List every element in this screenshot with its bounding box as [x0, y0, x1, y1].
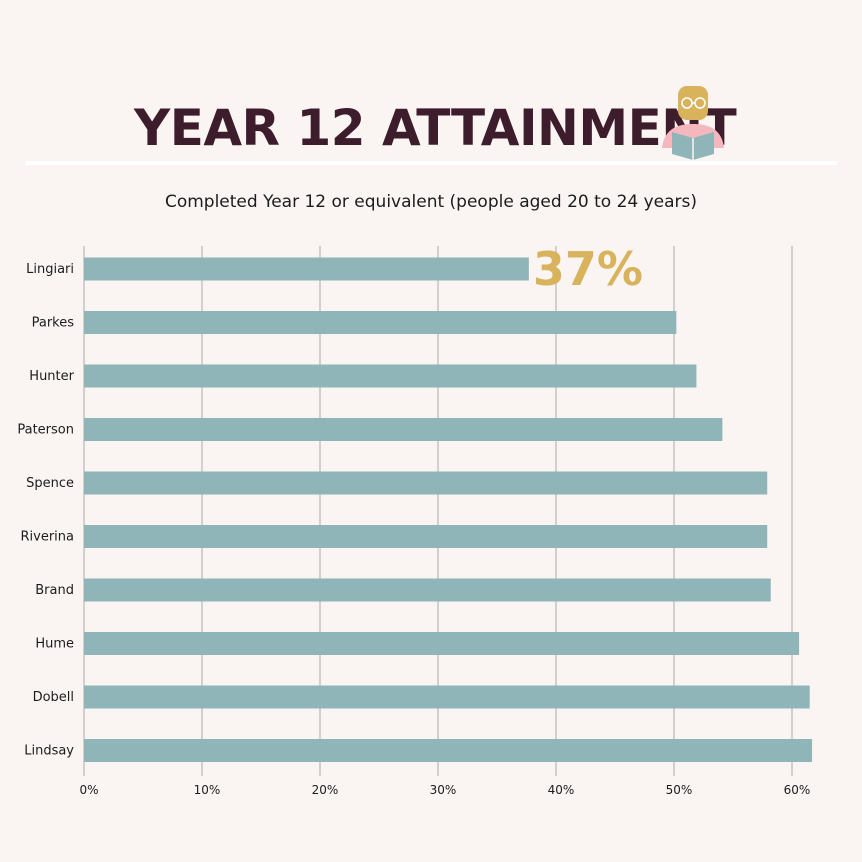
bar — [84, 525, 768, 548]
bar — [84, 685, 810, 709]
category-label: Riverina — [21, 530, 75, 545]
bar — [84, 418, 723, 441]
category-label: Lingiari — [26, 262, 74, 277]
x-tick-label: 40% — [548, 783, 575, 797]
x-tick-label: 20% — [312, 783, 339, 797]
x-tick-label: 30% — [430, 783, 457, 797]
category-label: Brand — [35, 583, 74, 598]
category-label: Dobell — [33, 690, 74, 705]
category-label: Hume — [35, 637, 74, 652]
bar — [84, 578, 771, 602]
person-reading-icon — [662, 86, 724, 160]
category-label: Lindsay — [24, 744, 74, 759]
bar — [84, 471, 768, 495]
highlight-annotation: 37% — [533, 242, 643, 296]
category-label: Spence — [26, 476, 74, 491]
bar — [84, 311, 677, 334]
category-label: Paterson — [17, 423, 74, 438]
bar — [84, 257, 529, 281]
x-tick-label: 0% — [79, 783, 98, 797]
category-label: Parkes — [32, 316, 75, 331]
bar — [84, 632, 800, 655]
bar — [84, 364, 697, 388]
x-tick-label: 50% — [666, 783, 693, 797]
bar — [84, 739, 813, 762]
chart-subtitle: Completed Year 12 or equivalent (people … — [164, 192, 698, 212]
title-divider — [26, 161, 837, 165]
category-label: Hunter — [29, 369, 74, 384]
page-title: YEAR 12 ATTAINMENT — [134, 99, 737, 157]
x-tick-label: 60% — [784, 783, 811, 797]
x-tick-label: 10% — [194, 783, 221, 797]
